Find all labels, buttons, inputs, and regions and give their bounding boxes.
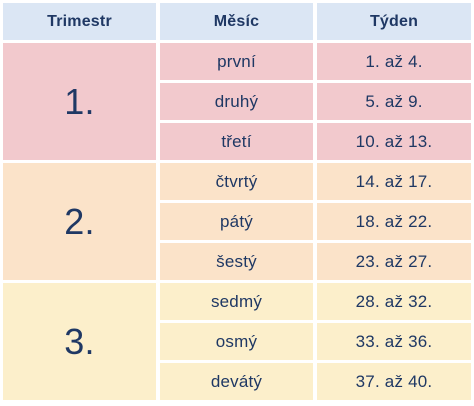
week-range-cell: 18. až 22. (317, 203, 471, 240)
trimester-2-label: 2. (3, 163, 156, 280)
month-cell: pátý (160, 203, 313, 240)
header-month: Měsíc (160, 3, 313, 40)
month-cell: třetí (160, 123, 313, 160)
week-range-cell: 5. až 9. (317, 83, 471, 120)
pregnancy-trimester-table: Trimestr Měsíc Týden 1. první 1. až 4. d… (3, 3, 471, 403)
month-cell: osmý (160, 323, 313, 360)
week-range-cell: 10. až 13. (317, 123, 471, 160)
week-range-cell: 37. až 40. (317, 363, 471, 400)
header-trimester: Trimestr (3, 3, 156, 40)
week-range-cell: 14. až 17. (317, 163, 471, 200)
week-range-cell: 33. až 36. (317, 323, 471, 360)
week-range-cell: 1. až 4. (317, 43, 471, 80)
month-cell: druhý (160, 83, 313, 120)
week-range-cell: 28. až 32. (317, 283, 471, 320)
week-range-cell: 23. až 27. (317, 243, 471, 280)
month-cell: šestý (160, 243, 313, 280)
month-cell: devátý (160, 363, 313, 400)
month-cell: sedmý (160, 283, 313, 320)
trimester-3-label: 3. (3, 283, 156, 400)
month-cell: první (160, 43, 313, 80)
month-cell: čtvrtý (160, 163, 313, 200)
trimester-1-label: 1. (3, 43, 156, 160)
header-week: Týden (317, 3, 471, 40)
